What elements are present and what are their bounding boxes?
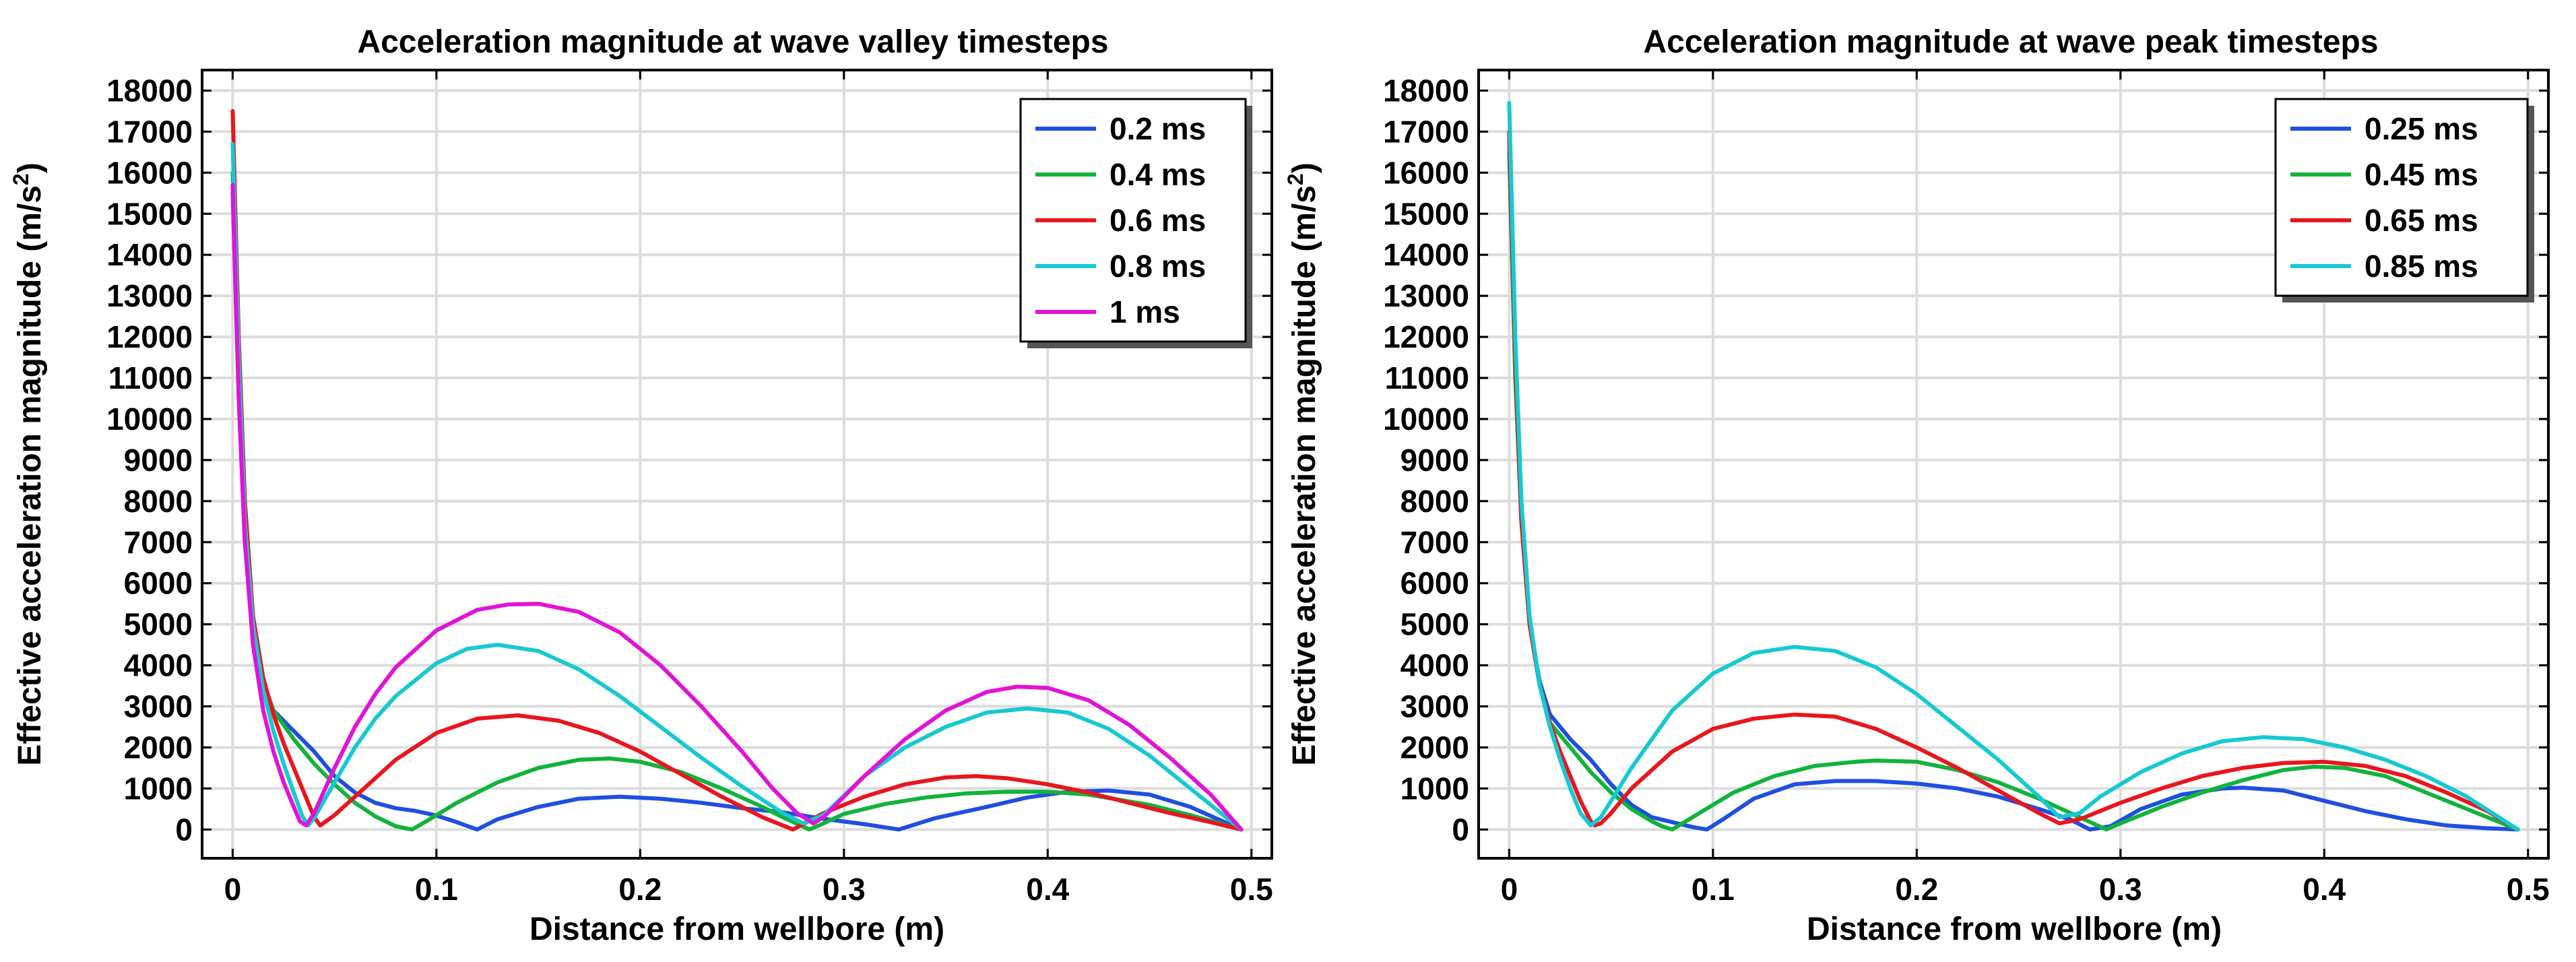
- legend-label: 0.8 ms: [1109, 249, 1206, 284]
- series-line-0_6-ms: [230, 108, 1244, 832]
- legend-label: 0.4 ms: [1109, 157, 1206, 192]
- y-tick-label: 18000: [106, 73, 193, 108]
- y-tick-label: 18000: [1383, 73, 1469, 108]
- legend-label: 1 ms: [1109, 294, 1180, 329]
- y-tick-label: 3000: [1400, 689, 1469, 724]
- y-tick-label: 11000: [108, 360, 193, 395]
- y-tick-label: 6000: [1400, 566, 1469, 601]
- x-tick-label: 0.3: [823, 872, 866, 907]
- y-tick-label: 10000: [1383, 402, 1469, 437]
- y-tick-label: 12000: [1383, 319, 1469, 354]
- y-tick-label: 16000: [106, 155, 193, 190]
- series-line-0_2-ms: [230, 191, 1244, 832]
- y-tick-label: 13000: [1383, 278, 1469, 313]
- series-line-1-ms: [230, 183, 1244, 832]
- y-tick-label: 12000: [106, 319, 193, 354]
- legend-label: 0.2 ms: [1109, 111, 1206, 146]
- x-tick-label: 0.5: [2507, 872, 2550, 907]
- y-tick-label: 8000: [124, 484, 193, 519]
- x-tick-label: 0.1: [415, 872, 458, 907]
- x-axis-title: Distance from wellbore (m): [1807, 911, 2222, 947]
- y-tick-label: 15000: [106, 196, 193, 231]
- y-axis-title: Effective acceleration magnitude (m/s2): [9, 162, 48, 765]
- legend-label: 0.65 ms: [2364, 203, 2478, 238]
- x-tick-label: 0.4: [1026, 872, 1069, 907]
- series-line-0_65-ms: [1507, 129, 2520, 832]
- y-tick-label: 2000: [124, 730, 193, 765]
- y-tick-label: 0: [1452, 812, 1469, 847]
- chart-title: Acceleration magnitude at wave peak time…: [1643, 24, 2378, 60]
- y-tick-label: 3000: [124, 689, 193, 724]
- y-tick-label: 5000: [124, 607, 193, 642]
- legend-label: 0.25 ms: [2364, 111, 2478, 146]
- y-tick-label: 10000: [106, 402, 193, 437]
- x-tick-label: 0.2: [618, 872, 662, 907]
- y-tick-label: 15000: [1383, 196, 1469, 231]
- plot-frame: [201, 69, 1273, 860]
- y-tick-label: 0: [175, 812, 193, 847]
- y-tick-label: 2000: [1400, 730, 1469, 765]
- y-tick-label: 16000: [1383, 155, 1469, 190]
- y-tick-label: 9000: [124, 443, 193, 478]
- y-tick-label: 4000: [124, 648, 193, 683]
- y-tick-label: 7000: [1400, 525, 1469, 560]
- y-tick-label: 5000: [1400, 607, 1469, 642]
- y-tick-label: 1000: [1400, 771, 1469, 806]
- y-tick-label: 11000: [1385, 360, 1469, 395]
- x-tick-label: 0.4: [2303, 872, 2346, 907]
- legend-label: 0.85 ms: [2364, 249, 2478, 284]
- x-axis-title: Distance from wellbore (m): [529, 911, 944, 947]
- legend-box: [2274, 98, 2529, 297]
- y-tick-label: 4000: [1400, 648, 1469, 683]
- y-tick-label: 13000: [106, 278, 193, 313]
- y-tick-label: 8000: [1400, 484, 1469, 519]
- series-line-0_8-ms: [230, 141, 1244, 832]
- panel-right-peak: Acceleration magnitude at wave peak time…: [1283, 24, 2550, 947]
- series-line-0_25-ms: [1507, 150, 2520, 832]
- y-tick-label: 17000: [106, 114, 193, 149]
- x-tick-label: 0: [1501, 872, 1518, 907]
- series-line-0_45-ms: [1507, 137, 2520, 832]
- y-tick-label: 17000: [1383, 114, 1469, 149]
- y-tick-label: 9000: [1400, 443, 1469, 478]
- x-tick-label: 0.2: [1895, 872, 1938, 907]
- legend-label: 0.45 ms: [2364, 157, 2478, 192]
- y-tick-label: 6000: [124, 566, 193, 601]
- chart-title: Acceleration magnitude at wave valley ti…: [357, 24, 1108, 60]
- x-tick-label: 0.3: [2099, 872, 2142, 907]
- y-tick-label: 14000: [1383, 237, 1469, 272]
- y-tick-label: 14000: [106, 237, 193, 272]
- y-axis-title: Effective acceleration magnitude (m/s2): [1283, 162, 1322, 765]
- x-tick-label: 0: [224, 872, 242, 907]
- y-tick-label: 7000: [124, 525, 193, 560]
- y-tick-label: 1000: [124, 771, 193, 806]
- x-tick-label: 0.1: [1692, 872, 1735, 907]
- panel-left-valley: Acceleration magnitude at wave valley ti…: [9, 24, 1273, 947]
- series-line-0_4-ms: [230, 170, 1244, 832]
- legend-label: 0.6 ms: [1109, 203, 1206, 238]
- series-line-0_85-ms: [1507, 100, 2520, 832]
- x-tick-label: 0.5: [1230, 872, 1273, 907]
- plot-frame: [1477, 69, 2550, 860]
